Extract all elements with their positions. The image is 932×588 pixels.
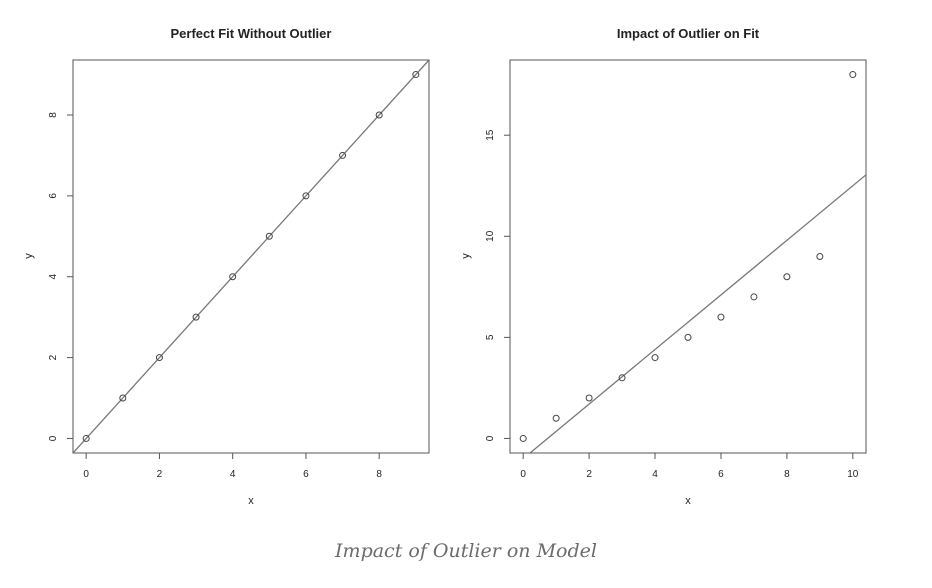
plot-area: 0 2 4 6 8 10 0 5 10 15	[485, 59, 867, 480]
data-point	[519, 434, 527, 442]
figure-caption: Impact of Outlier on Model	[335, 540, 597, 562]
chart-title: Impact of Outlier on Fit	[617, 26, 760, 41]
chart-panel-perfect-fit: Perfect Fit Without Outlier x y 0 2 4 6 8 0 2 4…	[23, 26, 430, 507]
y-tick-label: 4	[48, 273, 59, 279]
y-tick-label: 6	[48, 193, 59, 199]
data-point	[229, 273, 237, 281]
x-tick-label: 6	[718, 469, 724, 480]
x-tick-label: 8	[376, 469, 382, 480]
y-tick-label: 0	[485, 435, 496, 441]
plot-frame	[72, 59, 430, 454]
x-tick-label: 2	[157, 469, 163, 480]
data-point	[192, 313, 200, 321]
plot-frame	[509, 59, 867, 454]
y-axis-label: y	[23, 253, 35, 259]
x-tick-label: 4	[652, 469, 658, 480]
y-tick-label: 15	[485, 129, 496, 141]
x-tick-label: 8	[784, 469, 790, 480]
data-point	[717, 313, 725, 321]
x-axis-label: x	[685, 495, 691, 507]
data-point	[265, 232, 273, 240]
data-point	[155, 354, 163, 362]
plot-area: 0 2 4 6 8 0 2 4 6 8	[48, 59, 430, 480]
data-point	[552, 414, 560, 422]
data-point	[684, 333, 692, 341]
data-point	[82, 434, 90, 442]
data-point	[339, 151, 347, 159]
x-tick-label: 6	[303, 469, 309, 480]
data-point	[750, 293, 758, 301]
y-tick-label: 8	[48, 112, 59, 118]
data-point	[816, 253, 824, 260]
fit-line	[73, 60, 429, 453]
data-point	[412, 71, 420, 79]
data-point	[849, 71, 857, 79]
x-axis-label: x	[248, 495, 254, 507]
data-point	[618, 374, 626, 382]
data-point	[119, 394, 127, 402]
y-tick-label: 2	[48, 354, 59, 360]
y-tick-label: 10	[485, 230, 496, 242]
data-point	[375, 111, 383, 119]
y-tick-label: 5	[485, 334, 496, 340]
fit-line	[529, 174, 866, 453]
data-point	[783, 273, 791, 281]
chart-title: Perfect Fit Without Outlier	[171, 26, 332, 41]
x-tick-label: 10	[847, 469, 859, 480]
x-tick-label: 2	[586, 469, 592, 480]
y-tick-label: 0	[48, 435, 59, 441]
chart-panel-outlier-fit: Impact of Outlier on Fit x y 0 2 4 6 8 10 0 5 10…	[460, 26, 867, 507]
data-point	[585, 394, 593, 402]
y-axis-label: y	[460, 253, 472, 259]
x-tick-label: 0	[520, 469, 526, 480]
data-point	[651, 354, 659, 362]
x-tick-label: 4	[230, 469, 236, 480]
data-point	[302, 192, 310, 200]
x-tick-label: 0	[83, 469, 89, 480]
